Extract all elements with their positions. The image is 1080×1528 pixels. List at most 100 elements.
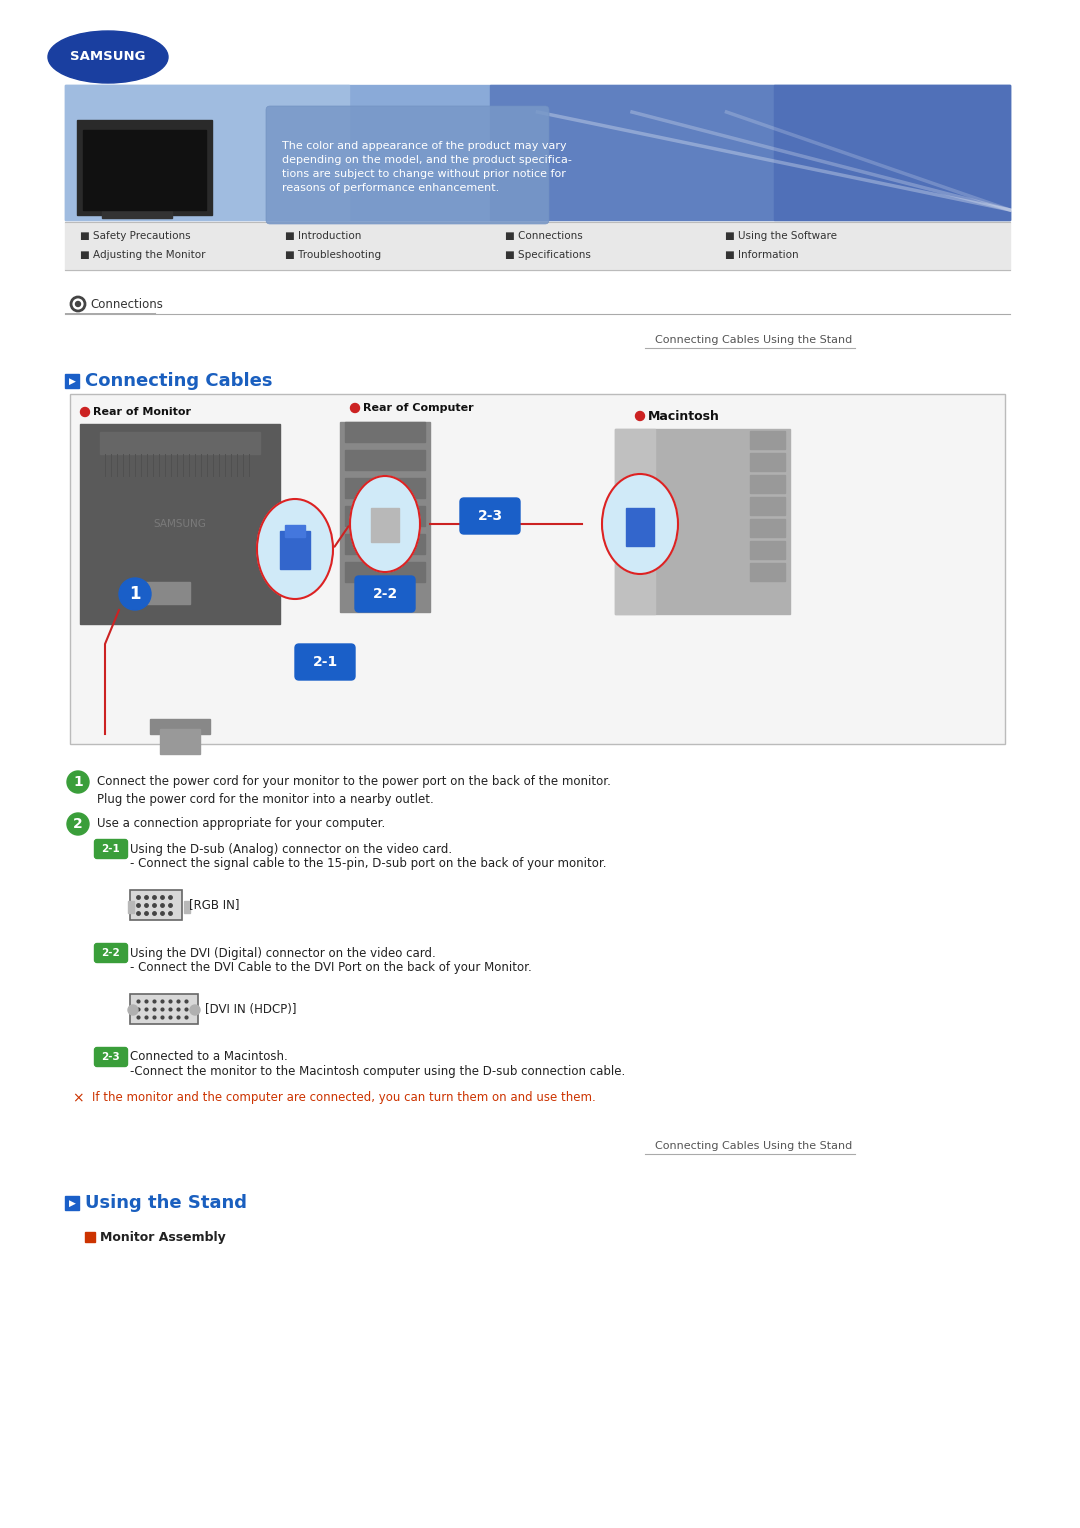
Bar xyxy=(750,475,785,494)
FancyBboxPatch shape xyxy=(295,643,355,680)
Text: ■ Using the Software: ■ Using the Software xyxy=(725,231,837,241)
FancyBboxPatch shape xyxy=(460,498,519,533)
Bar xyxy=(184,902,190,914)
Circle shape xyxy=(351,403,360,413)
Bar xyxy=(129,902,134,914)
FancyBboxPatch shape xyxy=(355,576,415,613)
Text: ×: × xyxy=(72,1091,84,1105)
Bar xyxy=(372,507,399,542)
Bar xyxy=(122,194,152,212)
Bar xyxy=(80,423,280,623)
Bar xyxy=(100,432,260,454)
Text: Macintosh: Macintosh xyxy=(648,410,720,423)
Bar xyxy=(340,422,430,613)
Text: ■ Adjusting the Monitor: ■ Adjusting the Monitor xyxy=(80,251,205,260)
Text: Rear of Monitor: Rear of Monitor xyxy=(93,406,191,417)
Bar xyxy=(345,451,426,471)
Text: Using the DVI (Digital) connector on the video card.: Using the DVI (Digital) connector on the… xyxy=(130,946,435,960)
Text: ■ Information: ■ Information xyxy=(725,251,798,260)
Text: Monitor Assembly: Monitor Assembly xyxy=(100,1230,226,1244)
Text: ■ Troubleshooting: ■ Troubleshooting xyxy=(285,251,381,260)
Circle shape xyxy=(190,1005,200,1015)
Bar xyxy=(140,582,190,604)
Ellipse shape xyxy=(350,477,420,571)
Text: 2-3: 2-3 xyxy=(102,1051,120,1062)
Text: Connections: Connections xyxy=(90,298,163,310)
Circle shape xyxy=(67,813,89,834)
Text: ■ Safety Precautions: ■ Safety Precautions xyxy=(80,231,191,241)
Ellipse shape xyxy=(257,500,333,599)
Bar xyxy=(85,1232,95,1242)
Bar xyxy=(150,720,210,733)
Bar xyxy=(626,507,654,545)
Text: [DVI IN (HDCP)]: [DVI IN (HDCP)] xyxy=(205,1002,297,1016)
Text: Using the Stand: Using the Stand xyxy=(762,335,852,345)
Bar xyxy=(750,562,785,581)
Text: - Connect the signal cable to the 15-pin, D-sub port on the back of your monitor: - Connect the signal cable to the 15-pin… xyxy=(130,857,607,871)
Bar xyxy=(773,86,1010,220)
Text: SAMSUNG: SAMSUNG xyxy=(70,50,146,64)
Bar xyxy=(750,452,785,471)
Bar xyxy=(280,532,310,568)
Bar xyxy=(285,526,305,536)
Text: ▶: ▶ xyxy=(68,1198,76,1207)
Text: ▶: ▶ xyxy=(68,376,76,385)
FancyBboxPatch shape xyxy=(95,839,127,859)
Text: Using the D-sub (Analog) connector on the video card.: Using the D-sub (Analog) connector on th… xyxy=(130,842,453,856)
Circle shape xyxy=(67,772,89,793)
Text: Using the Stand: Using the Stand xyxy=(762,1141,852,1151)
Text: 2-3: 2-3 xyxy=(477,509,502,523)
Text: ■ Specifications: ■ Specifications xyxy=(505,251,591,260)
FancyBboxPatch shape xyxy=(95,943,127,963)
Bar xyxy=(750,541,785,559)
Bar xyxy=(65,1196,79,1210)
Text: 2-1: 2-1 xyxy=(102,843,120,854)
Bar xyxy=(77,121,212,215)
Text: Connected to a Macintosh.: Connected to a Macintosh. xyxy=(130,1051,287,1063)
Bar xyxy=(345,506,426,526)
Text: SAMSUNG: SAMSUNG xyxy=(153,520,206,529)
Ellipse shape xyxy=(602,474,678,575)
Bar xyxy=(345,533,426,555)
Text: Use a connection appropriate for your computer.: Use a connection appropriate for your co… xyxy=(97,817,386,831)
Bar xyxy=(65,222,1010,270)
Circle shape xyxy=(76,301,81,307)
Bar xyxy=(345,478,426,498)
Text: Connecting Cables: Connecting Cables xyxy=(654,335,759,345)
Text: 1: 1 xyxy=(130,585,140,604)
FancyBboxPatch shape xyxy=(266,105,549,225)
Bar xyxy=(345,422,426,442)
Bar xyxy=(160,729,200,753)
Bar xyxy=(65,295,156,313)
Text: Connecting Cables: Connecting Cables xyxy=(85,371,272,390)
Bar xyxy=(130,995,198,1024)
Bar xyxy=(490,86,1010,220)
Text: Connect the power cord for your monitor to the power port on the back of the mon: Connect the power cord for your monitor … xyxy=(97,776,611,788)
Text: -Connect the monitor to the Macintosh computer using the D-sub connection cable.: -Connect the monitor to the Macintosh co… xyxy=(130,1065,625,1079)
Circle shape xyxy=(635,411,645,420)
Circle shape xyxy=(119,578,151,610)
Text: ■ Connections: ■ Connections xyxy=(505,231,583,241)
Text: 2-2: 2-2 xyxy=(373,587,397,601)
Circle shape xyxy=(129,1005,138,1015)
Bar xyxy=(102,209,172,219)
Circle shape xyxy=(81,408,90,417)
Text: 1: 1 xyxy=(73,775,83,788)
Bar xyxy=(750,431,785,449)
Text: Connecting Cables: Connecting Cables xyxy=(654,1141,759,1151)
Text: - Connect the DVI Cable to the DVI Port on the back of your Monitor.: - Connect the DVI Cable to the DVI Port … xyxy=(130,961,531,975)
Ellipse shape xyxy=(48,31,168,83)
Bar xyxy=(615,429,789,614)
Text: [RGB IN]: [RGB IN] xyxy=(189,898,240,912)
Bar xyxy=(130,889,183,920)
Bar xyxy=(750,520,785,536)
Text: If the monitor and the computer are connected, you can turn them on and use them: If the monitor and the computer are conn… xyxy=(92,1091,596,1105)
Bar xyxy=(615,429,654,614)
Bar xyxy=(65,86,349,220)
Text: 2: 2 xyxy=(73,817,83,831)
Text: Using the Stand: Using the Stand xyxy=(85,1193,247,1212)
Text: The color and appearance of the product may vary
depending on the model, and the: The color and appearance of the product … xyxy=(282,141,572,193)
Bar xyxy=(70,394,1005,744)
Text: 2-1: 2-1 xyxy=(312,656,338,669)
Bar xyxy=(83,130,206,209)
